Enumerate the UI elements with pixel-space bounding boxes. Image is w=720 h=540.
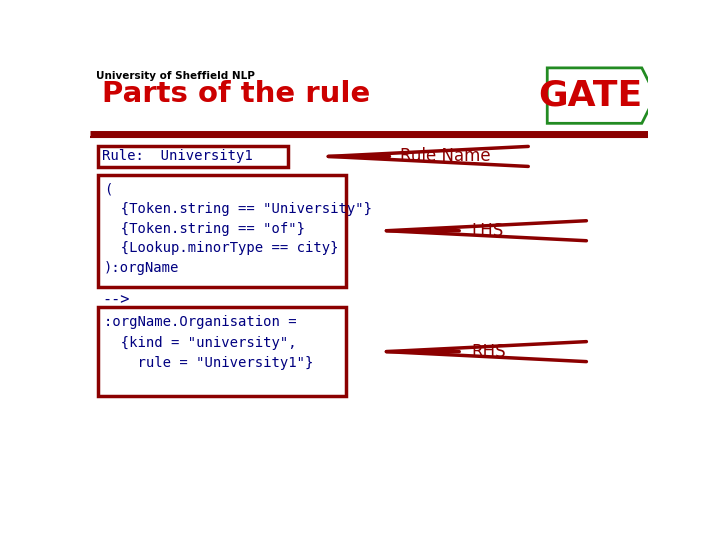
Text: Parts of the rule: Parts of the rule — [102, 80, 371, 108]
Text: RHS: RHS — [472, 342, 506, 361]
Text: :orgName.Organisation =
  {kind = "university",
    rule = "University1"}: :orgName.Organisation = {kind = "univers… — [104, 315, 313, 370]
Text: Rule Name: Rule Name — [400, 147, 490, 165]
Text: University of Sheffield NLP: University of Sheffield NLP — [96, 71, 255, 81]
Bar — [98, 175, 346, 287]
Text: GATE: GATE — [539, 79, 643, 113]
Text: Rule:  University1: Rule: University1 — [102, 150, 253, 164]
Bar — [98, 146, 287, 167]
Text: LHS: LHS — [472, 222, 503, 240]
Text: (
  {Token.string == "University"}
  {Token.string == "of"}
  {Lookup.minorType : ( {Token.string == "University"} {Token.… — [104, 183, 372, 275]
Bar — [98, 307, 346, 396]
Polygon shape — [547, 68, 656, 123]
Text: -->: --> — [102, 292, 130, 307]
